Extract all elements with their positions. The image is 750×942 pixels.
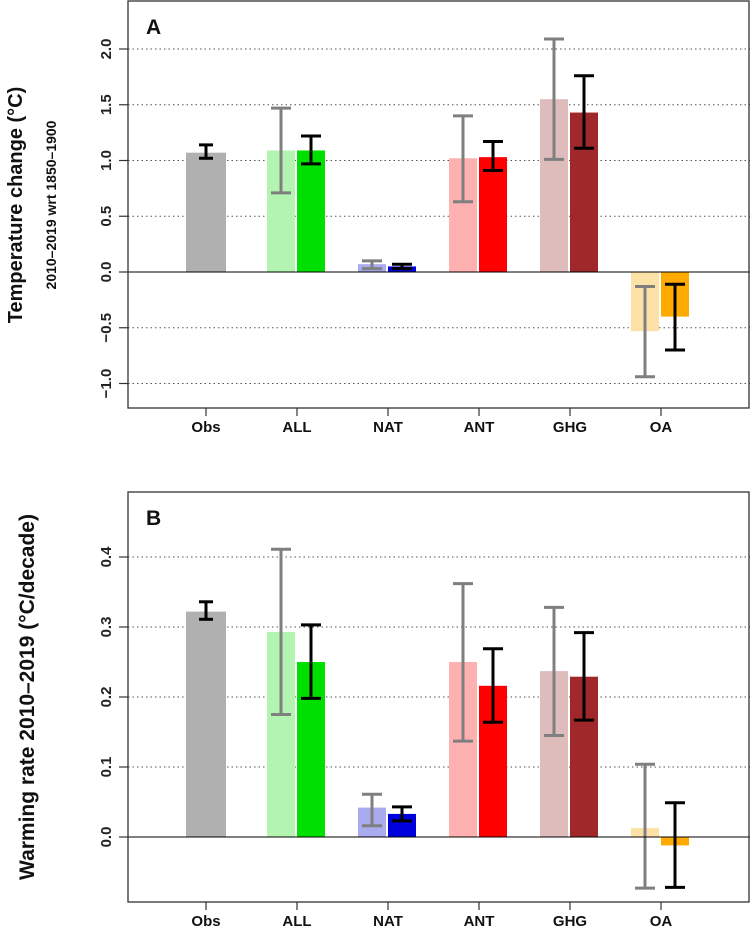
error-bar-nat-dark [392, 262, 412, 271]
panel-label: A [146, 16, 161, 39]
error-bar-ant-light [453, 582, 473, 743]
error-bar-obs-obs [199, 143, 213, 160]
y-axis-title: Temperature change (°C) [5, 87, 27, 324]
y-tick-label: −1.0 [98, 369, 115, 399]
error-bar-oa-light [635, 762, 655, 890]
error-bar-nat-dark [392, 805, 412, 823]
error-bar-all-light [271, 106, 291, 195]
panel-b: 0.0 0.1 0.2 0.3 0.4 B Obs ALL NAT ANT GHG OA Warming… [16, 491, 750, 930]
error-bar-ant-dark [483, 647, 503, 724]
x-tick-label: ALL [282, 419, 311, 436]
error-bar-ant-light [453, 114, 473, 204]
y-tick-label: 0.3 [98, 617, 115, 638]
error-bar-obs-obs [199, 600, 213, 621]
bar-all-dark [297, 150, 325, 272]
plot-frame [127, 491, 750, 903]
y-tick-label: 0.0 [98, 827, 115, 848]
error-bar-oa-dark [665, 282, 685, 352]
bar-obs-obs [186, 152, 226, 272]
plot-frame [127, 0, 750, 409]
error-bar-ghg-light [544, 605, 564, 737]
x-tick-label: Obs [191, 913, 220, 930]
y-axis-title: Warming rate 2010–2019 (°C/decade) [16, 514, 39, 880]
x-tick-label: GHG [553, 913, 587, 930]
y-axis-subtitle: 2010–2019 wrt 1850–1900 [43, 120, 59, 289]
y-tick-label: −0.5 [98, 313, 115, 343]
y-tick-label: 0.0 [98, 262, 115, 283]
panel-label: B [146, 507, 161, 530]
y-tick-label: 0.1 [98, 757, 115, 778]
x-tick-label: GHG [553, 419, 587, 436]
error-bar-ghg-dark [574, 631, 594, 722]
bar-ant-dark [479, 157, 507, 272]
error-bar-ghg-light [544, 37, 564, 161]
error-bar-ant-dark [483, 140, 503, 173]
bar-obs-obs [186, 611, 226, 837]
x-tick-label: NAT [373, 419, 403, 436]
x-tick-label: Obs [191, 419, 220, 436]
error-bar-nat-light [362, 259, 382, 271]
x-tick-label: NAT [373, 913, 403, 930]
error-bar-ghg-dark [574, 74, 594, 150]
x-tick-label: ANT [464, 419, 495, 436]
y-tick-label: 1.5 [98, 94, 115, 115]
panel-a: −1.0 −0.5 0.0 0.5 1.0 1.5 2.0 A Obs ALL NAT ANT GHG O… [5, 0, 750, 436]
x-tick-label: ANT [464, 913, 495, 930]
x-tick-label: OA [650, 419, 673, 436]
error-bar-all-dark [301, 134, 321, 166]
error-bar-nat-light [362, 792, 382, 828]
y-tick-label: 2.0 [98, 39, 115, 60]
error-bar-oa-dark [665, 801, 685, 889]
y-tick-label: 0.4 [98, 546, 115, 568]
y-tick-label: 1.0 [98, 150, 115, 171]
y-tick-label: 0.5 [98, 206, 115, 227]
x-tick-label: OA [650, 913, 673, 930]
error-bar-oa-light [635, 284, 655, 379]
x-tick-label: ALL [282, 913, 311, 930]
error-bar-all-dark [301, 623, 321, 700]
error-bar-all-light [271, 547, 291, 716]
y-tick-label: 0.2 [98, 687, 115, 708]
